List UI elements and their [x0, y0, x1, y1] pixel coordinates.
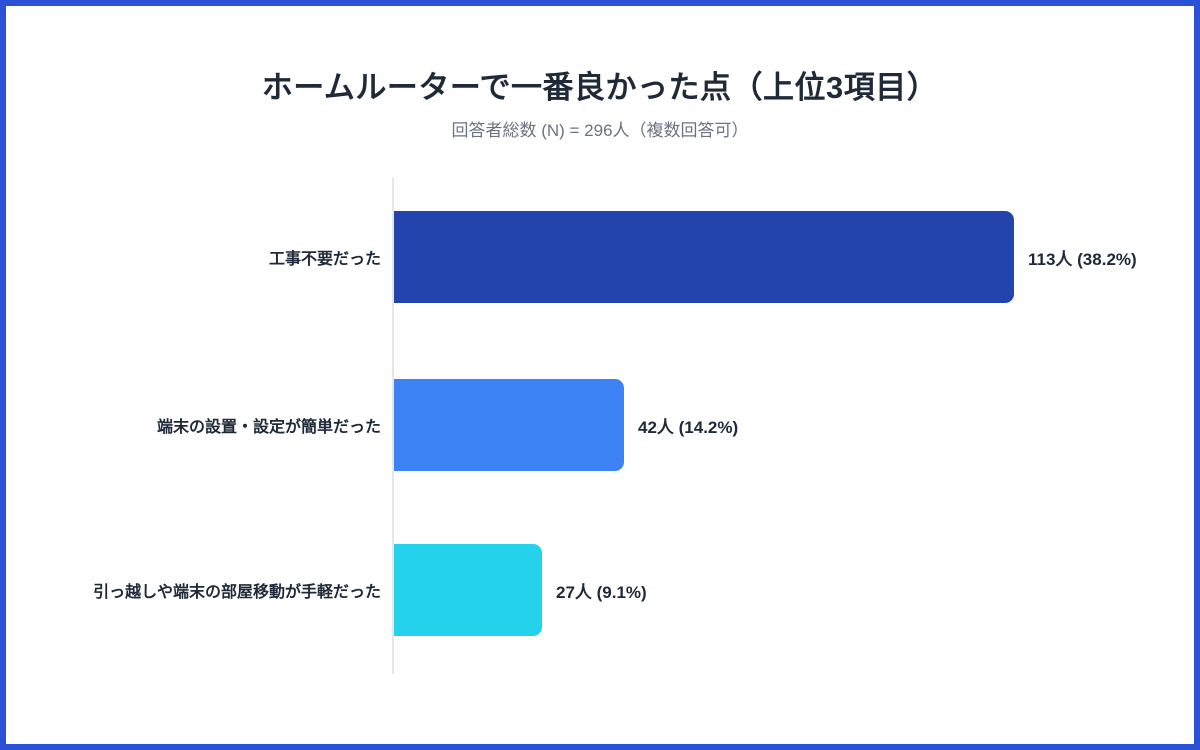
- bar-row-1: 工事不要だった 113人 (38.2%): [6, 211, 1194, 303]
- y-axis-line: [392, 178, 394, 674]
- bar-3: [394, 544, 542, 636]
- bar-3-category-label: 引っ越しや端末の部屋移動が手軽だった: [93, 584, 381, 601]
- bar-2-value-label: 42人 (14.2%): [638, 417, 739, 437]
- bar-2-category-label: 端末の設置・設定が簡単だった: [156, 419, 381, 436]
- chart-title: ホームルーターで一番良かった点（上位3項目）: [261, 70, 939, 105]
- bar-1-category-label: 工事不要だった: [268, 251, 381, 268]
- bar-row-2: 端末の設置・設定が簡単だった 42人 (14.2%): [6, 379, 1194, 471]
- bar-1: [394, 211, 1014, 303]
- bar-3-value-label: 27人 (9.1%): [556, 582, 647, 602]
- bar-row-3: 引っ越しや端末の部屋移動が手軽だった 27人 (9.1%): [6, 544, 1194, 636]
- bar-1-value-label: 113人 (38.2%): [1028, 249, 1137, 269]
- chart-subtitle: 回答者総数 (N) = 296人（複数回答可）: [451, 121, 749, 140]
- bar-2: [394, 379, 624, 471]
- plot-area: 工事不要だった 113人 (38.2%) 端末の設置・設定が簡単だった 42人 …: [6, 6, 1194, 744]
